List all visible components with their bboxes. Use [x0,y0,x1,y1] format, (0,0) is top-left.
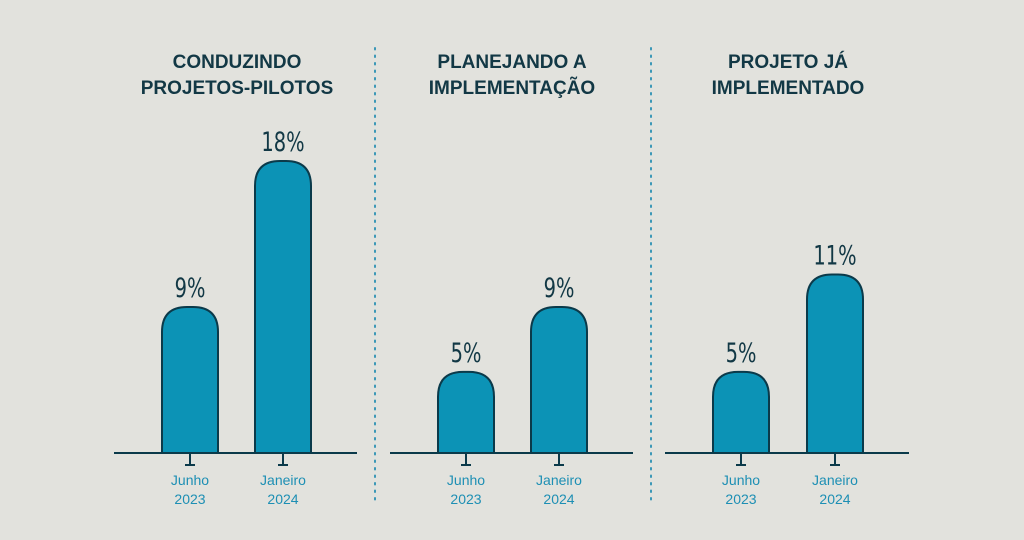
x-tick-label: 2024 [267,491,298,507]
chart-title-line: IMPLEMENTAÇÃO [429,77,595,99]
x-tick-label: 2024 [543,491,574,507]
x-tick-label: 2023 [174,491,205,507]
bar-value-label: 18% [261,126,304,158]
chart-title-line: CONDUZINDO [173,52,302,73]
bar [254,160,312,454]
bar-value-label: 9% [544,272,575,304]
chart-title-line: PLANEJANDO A [437,52,586,73]
x-tick-label: Junho [722,472,760,488]
x-tick-label: Janeiro [260,472,306,488]
bar [530,306,588,454]
bar-value-label: 11% [813,239,856,271]
x-tick-label: 2023 [725,491,756,507]
x-tick-label: Janeiro [536,472,582,488]
bar [437,370,495,454]
bar [712,370,770,454]
bar-value-label: 9% [175,272,206,304]
chart-title-line: IMPLEMENTADO [712,78,865,99]
x-tick-label: Junho [171,472,209,488]
x-tick-label: Janeiro [812,472,858,488]
bar-value-label: 5% [726,337,757,369]
bar-value-label: 5% [451,337,482,369]
bar [806,273,864,454]
bar [161,306,219,454]
chart-title-line: PROJETOS-PILOTOS [141,78,334,99]
x-tick-label: Junho [447,472,485,488]
x-tick-label: 2024 [819,491,850,507]
chart-title-line: PROJETO JÁ [728,51,848,73]
x-tick-label: 2023 [450,491,481,507]
